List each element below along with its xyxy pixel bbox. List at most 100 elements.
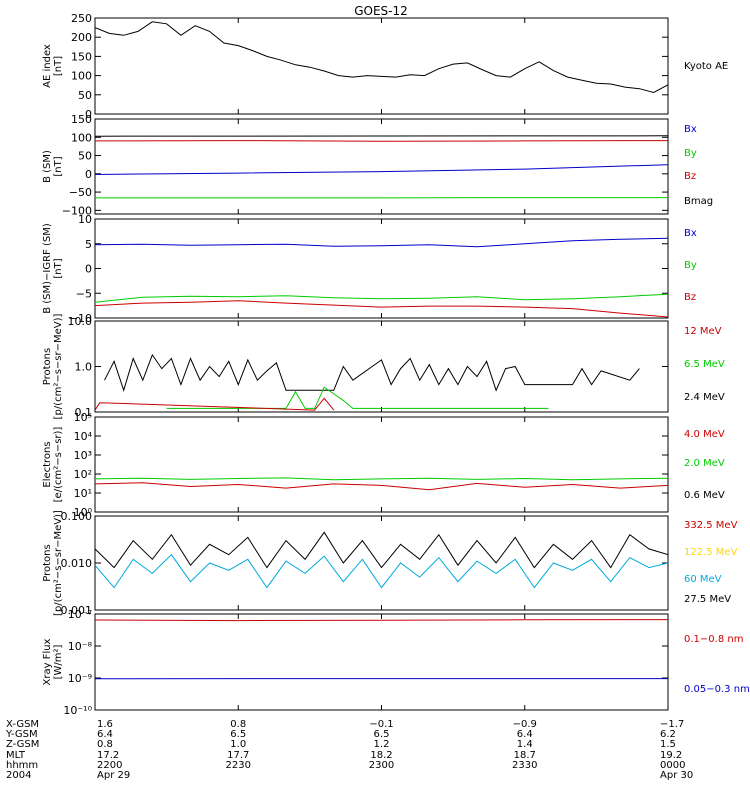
y-axis-label: [W/m²] — [53, 644, 64, 679]
y-axis-label: Protons — [42, 348, 53, 385]
y-tick-label: 0.100 — [61, 510, 93, 523]
x-axis-value: 2200 — [97, 760, 122, 771]
legend-entry: 6.5 MeV — [684, 359, 725, 370]
y-tick-label: 10² — [74, 468, 92, 481]
y-tick-label: 5 — [85, 238, 92, 251]
y-axis-label: Protons — [42, 544, 53, 581]
legend-entry: 2.0 MeV — [684, 458, 725, 469]
y-tick-label: −10 — [69, 312, 92, 325]
legend-entry: 122.5 MeV — [684, 547, 738, 558]
legend-entry: 27.5 MeV — [684, 594, 731, 605]
y-tick-label: 10⁴ — [74, 430, 93, 443]
y-tick-label: 150 — [71, 50, 92, 63]
panel-frame — [94, 218, 669, 319]
x-axis-row-label: X-GSM — [6, 719, 39, 730]
y-tick-label: 50 — [78, 89, 92, 102]
panel-frame — [94, 320, 669, 413]
y-tick-label: −50 — [69, 186, 92, 199]
series-line — [95, 553, 668, 589]
x-axis-value: 18.7 — [514, 750, 536, 761]
x-axis-value: −0.9 — [513, 719, 537, 730]
panel-frame — [94, 515, 669, 611]
legend-entry: 12 MeV — [684, 326, 722, 337]
x-axis-value: 1.4 — [517, 739, 533, 750]
y-tick-label: 10⁻⁹ — [68, 672, 92, 685]
y-tick-label: 0.010 — [61, 557, 93, 570]
series-line — [95, 477, 668, 481]
x-axis-value: 1.5 — [660, 739, 676, 750]
x-axis-value: Apr 30 — [660, 770, 693, 781]
y-axis-label: [e/(cm²−s−sr)] — [53, 427, 64, 503]
y-axis-label: Electrons — [42, 441, 53, 487]
y-tick-label: 10 — [78, 213, 92, 226]
x-axis-value: 6.5 — [230, 729, 246, 740]
legend-entry: Bz — [684, 171, 696, 182]
x-axis-value: 0.8 — [97, 739, 113, 750]
legend-entry: Bz — [684, 292, 696, 303]
legend-entry: By — [684, 148, 697, 159]
y-axis-label: [nT] — [53, 56, 64, 76]
x-axis-value: −0.1 — [369, 719, 393, 730]
panel-bigrf: 10 5 0 −5 −10 B (SM)−IGRF (SM) [nT] Bx By Bz — [42, 213, 697, 325]
series-line — [166, 386, 549, 409]
y-tick-label: 100 — [71, 70, 92, 83]
legend-entry: Bmag — [684, 196, 713, 207]
y-tick-label: 10.0 — [68, 315, 93, 328]
x-axis-value: 2300 — [369, 760, 394, 771]
legend-entry: 4.0 MeV — [684, 429, 725, 440]
x-axis-row-label: hhmm — [6, 760, 38, 771]
plot-title: GOES-12 — [354, 4, 408, 18]
panel-electrons: 10⁵ 10⁴ 10³ 10² 10¹ 10⁰ Electrons [e/(cm²−s−sr)… — [42, 411, 725, 519]
y-axis-label: [p/(cm²−s−sr−MeV)] — [53, 313, 64, 419]
y-tick-label: 10⁰ — [74, 506, 93, 519]
y-tick-label: 10⁻¹⁰ — [63, 704, 92, 717]
legend-entry: Bx — [684, 124, 697, 135]
y-tick-label: 100 — [71, 131, 92, 144]
x-axis-value: 0.8 — [230, 719, 246, 730]
x-axis-row-label: MLT — [6, 750, 26, 761]
legend-entry: 2.4 MeV — [684, 392, 725, 403]
y-axis-label: [p/(cm²−s−sr−MeV)] — [53, 510, 64, 616]
panel-bsm: 150 100 50 0 −50 −100 B (SM) [nT] Bx By Bz Bmag — [42, 113, 713, 217]
series-line — [95, 293, 668, 303]
y-tick-label: 0.001 — [61, 604, 93, 617]
series-line — [95, 140, 668, 142]
x-axis-value: 18.2 — [370, 750, 392, 761]
x-axis-value: 2230 — [226, 760, 251, 771]
x-axis-value: 19.2 — [660, 750, 682, 761]
panel-frame — [94, 118, 669, 215]
panel-frame — [94, 416, 669, 513]
x-axis-value: 1.0 — [230, 739, 246, 750]
x-axis-value: 2330 — [512, 760, 537, 771]
x-axis-value: 6.4 — [97, 729, 113, 740]
series-line — [95, 619, 668, 622]
panel-xray: 10⁻⁷ 10⁻⁸ 10⁻⁹ 10⁻¹⁰ Xray Flux [W/m²] 0.1−0.8 … — [42, 608, 750, 717]
x-axis-table: X-GSM 1.6 0.8 −0.1 −0.9 −1.7 Y-GSM 6.4 6.5 6.5 6.4… — [5, 719, 693, 781]
y-tick-label: 50 — [78, 150, 92, 163]
x-axis-row-label: Z-GSM — [6, 739, 39, 750]
series-line — [95, 482, 668, 491]
x-axis-value: 6.2 — [660, 729, 676, 740]
panel-protons_lo: 0.100 0.010 0.001 Protons [p/(cm²−s−sr−MeV)]… — [42, 510, 738, 617]
panel-ae: 250 200 150 100 50 0 AE index [nT] Kyoto AE — [42, 12, 728, 121]
x-axis-value: 1.6 — [97, 719, 113, 730]
y-axis-label: [nT] — [53, 156, 64, 176]
series-line — [95, 237, 668, 248]
y-tick-label: 250 — [71, 12, 92, 25]
series-line — [95, 164, 668, 175]
series-line — [95, 397, 335, 411]
y-tick-label: 10¹ — [74, 487, 92, 500]
x-axis-value: 0000 — [660, 760, 685, 771]
legend-entry: Bx — [684, 228, 697, 239]
y-tick-label: 10⁻⁷ — [68, 608, 92, 621]
legend-entry: By — [684, 260, 697, 271]
y-axis-label: B (SM) — [42, 150, 53, 183]
y-axis-label: [nT] — [53, 258, 64, 278]
y-tick-label: 150 — [71, 113, 92, 126]
legend-entry: 332.5 MeV — [684, 520, 738, 531]
legend-entry: 0.1−0.8 nm — [684, 634, 743, 645]
x-axis-value: 1.2 — [374, 739, 390, 750]
series-line — [95, 21, 668, 94]
